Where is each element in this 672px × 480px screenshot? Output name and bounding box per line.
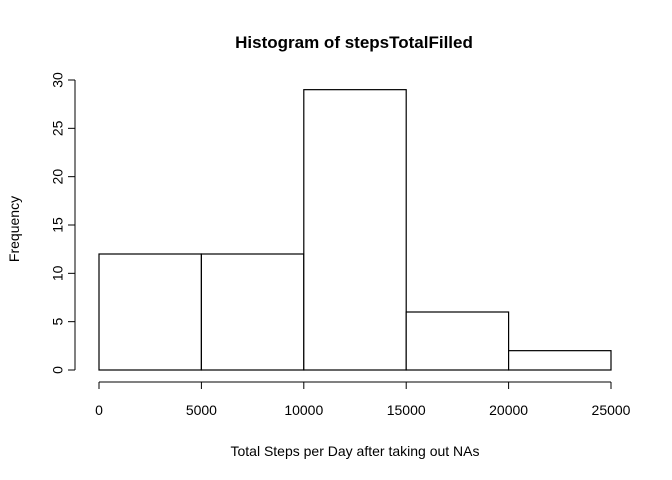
bars-group — [98, 89, 612, 371]
x-tick-label-0: 0 — [95, 402, 103, 418]
x-axis: 0 5000 10000 15000 20000 25000 — [95, 381, 631, 418]
histogram-bar-2 — [303, 89, 407, 371]
x-tick-label-5: 25000 — [592, 402, 631, 418]
y-tick-label-0: 0 — [50, 366, 66, 374]
chart-title: Histogram of stepsTotalFilled — [235, 33, 473, 52]
y-tick-label-2: 10 — [50, 265, 66, 281]
x-tick-label-2: 10000 — [284, 402, 323, 418]
y-axis-label: Frequency — [6, 196, 22, 262]
y-tick-label-3: 15 — [50, 217, 66, 233]
y-axis: 0 5 10 15 20 25 30 — [50, 72, 76, 374]
histogram-bar-1 — [200, 253, 305, 371]
y-tick-label-1: 5 — [50, 318, 66, 326]
histogram-bar-4 — [508, 350, 612, 371]
x-tick-label-1: 5000 — [186, 402, 217, 418]
x-tick-label-3: 15000 — [387, 402, 426, 418]
histogram-bar-0 — [98, 253, 203, 371]
x-axis-label: Total Steps per Day after taking out NAs — [230, 443, 479, 459]
y-tick-label-4: 20 — [50, 169, 66, 185]
x-tick-label-4: 20000 — [489, 402, 528, 418]
y-tick-label-5: 25 — [50, 120, 66, 136]
y-tick-label-6: 30 — [50, 72, 66, 88]
histogram-bar-3 — [405, 311, 510, 371]
